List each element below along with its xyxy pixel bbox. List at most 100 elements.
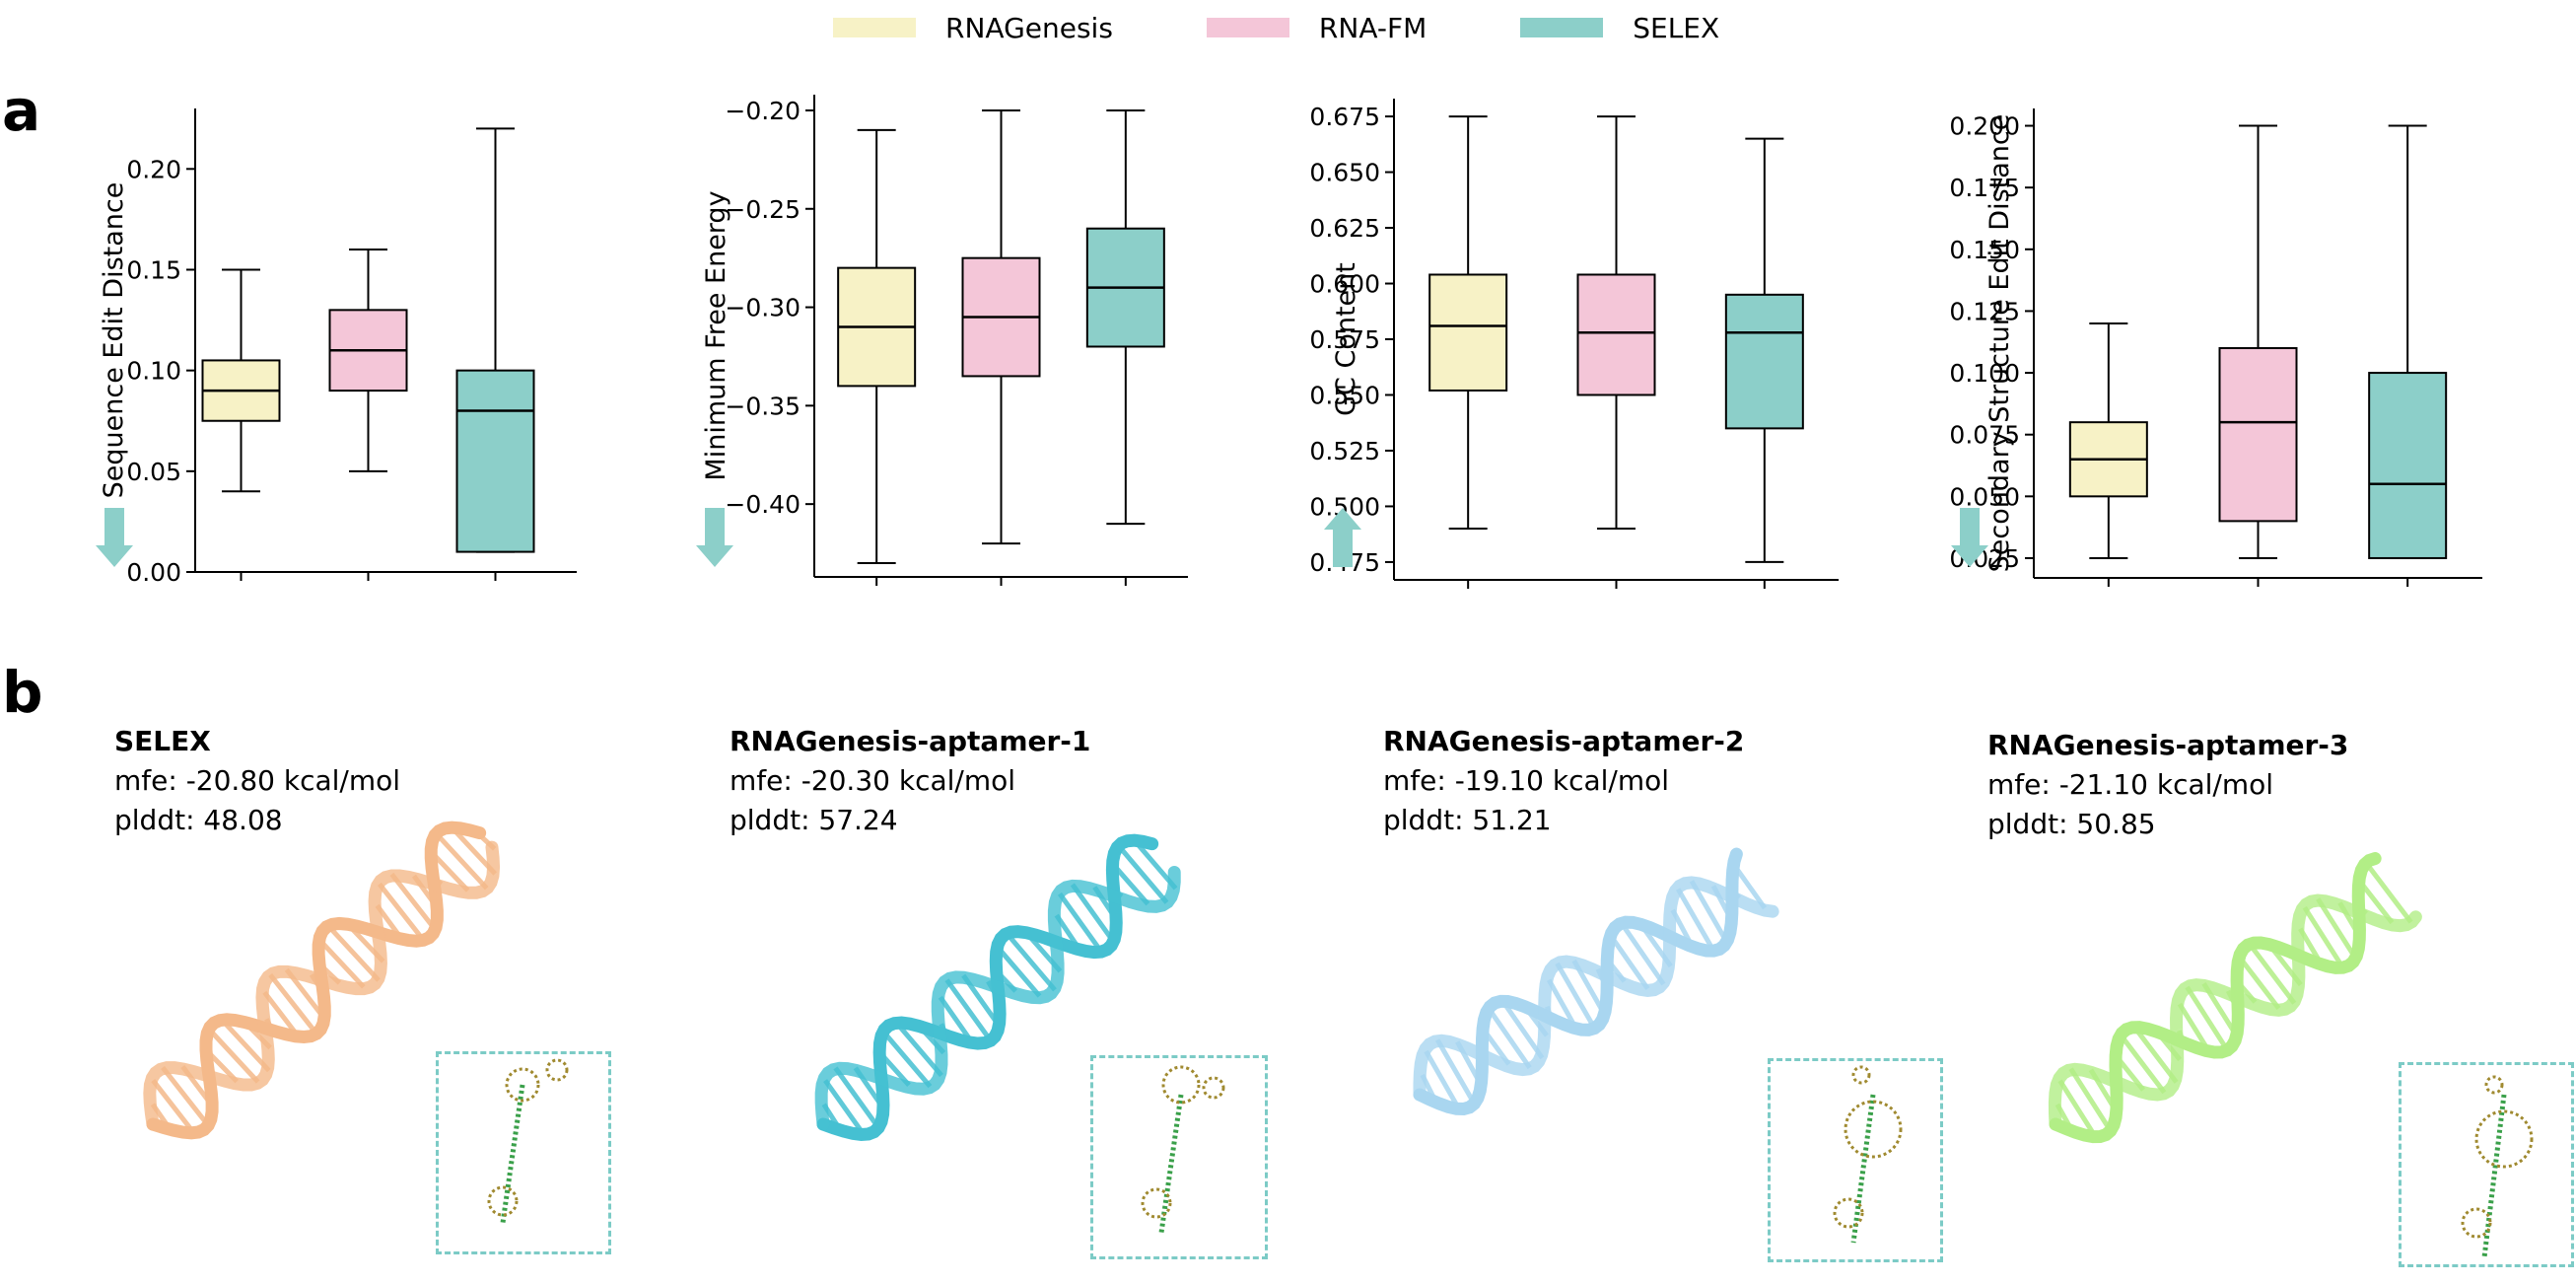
hairpin-loop [1202, 1076, 1225, 1100]
box-rnagenesis [1428, 115, 1508, 589]
box-rna-fm [328, 249, 408, 581]
box-rnagenesis [201, 268, 281, 581]
y-tick-label: 0.100 [1949, 359, 2020, 388]
y-tick-label: −0.35 [725, 392, 801, 420]
backbone-strand [1413, 847, 1743, 1115]
box-chart-2: −0.40 −0.35 −0.30 −0.25 −0.20 Minimum Free En… [696, 95, 1188, 586]
base-pair [2247, 942, 2297, 1005]
y-axis-label: Sequence Edit Distance [99, 182, 129, 499]
base-pair [2057, 1079, 2098, 1139]
y-tick-label: 0.625 [1309, 214, 1380, 243]
base-pair [1608, 934, 1650, 991]
structure-mfe: mfe: -20.80 kcal/mol [114, 764, 401, 797]
legend-swatch [1206, 18, 1289, 37]
panel-label-a: a [2, 77, 41, 144]
box-chart-3: 0.4750.5000.5250.5500.5750.6000.6250.650… [1309, 99, 1839, 589]
secondary-structure-inset [1768, 1058, 1943, 1262]
legend-label: RNAGenesis [945, 11, 1113, 44]
base-pair [268, 972, 319, 1035]
y-tick-label: 0.150 [1949, 236, 2020, 264]
structure-title: RNAGenesis-aptamer-1 [730, 725, 1091, 757]
base-pair [1116, 843, 1169, 904]
y-tick-label: 0.650 [1309, 159, 1380, 187]
base-pair [1619, 921, 1666, 986]
base-pair [1689, 880, 1729, 944]
structure-plddt: plddt: 51.21 [1383, 804, 1552, 836]
base-pair [2237, 955, 2281, 1011]
arrow-down-icon [696, 508, 733, 567]
base-pair [2316, 897, 2358, 960]
panel-label-b: b [2, 659, 43, 726]
box-rna-fm [2218, 124, 2298, 587]
box-rna-fm [1576, 115, 1656, 589]
secondary-structure-selex [487, 1058, 569, 1224]
y-tick-label: −0.40 [725, 490, 801, 519]
hairpin-loop [1161, 1065, 1201, 1105]
base-pair [995, 945, 1042, 998]
y-tick-label: 0.00 [126, 558, 181, 587]
y-axis-label: Minimum Free Energy [701, 190, 731, 480]
arrow-up-icon [1324, 508, 1361, 567]
backbone-strand [143, 840, 501, 1131]
structure-mfe: mfe: -19.10 kcal/mol [1383, 764, 1670, 797]
legend: RNAGenesis RNA-FM SELEX [833, 8, 1813, 47]
base-pair [434, 831, 489, 891]
legend-item-rna-fm: RNA-FM [1206, 12, 1427, 44]
box-selex [1724, 137, 1804, 589]
rna-3d-structure-aptamer-1 [814, 833, 1181, 1142]
base-pair [1057, 892, 1104, 954]
hairpin-loop [545, 1058, 569, 1082]
y-tick-label: −0.25 [725, 195, 801, 224]
base-pair [2119, 1033, 2167, 1095]
structure-title: RNAGenesis-aptamer-2 [1383, 725, 1745, 757]
base-pair [2302, 905, 2345, 969]
structure-caption-aptamer-3: RNAGenesis-aptamer-3 mfe: -21.10 kcal/mo… [1987, 726, 2348, 844]
hairpin-loop [1851, 1065, 1871, 1085]
base-pair [823, 1079, 867, 1136]
base-pair [1424, 1049, 1462, 1110]
y-tick-label: 0.15 [126, 255, 181, 284]
y-tick-label: 0.175 [1949, 174, 2020, 202]
base-pair [2363, 861, 2413, 924]
base-pair [1070, 883, 1116, 944]
y-tick-label: 0.575 [1309, 325, 1380, 354]
base-pair [2185, 985, 2230, 1052]
structure-caption-aptamer-2: RNAGenesis-aptamer-2 mfe: -19.10 kcal/mo… [1383, 722, 1744, 840]
backbone-strand [1413, 876, 1779, 1102]
y-tick-label: 0.675 [1309, 103, 1380, 131]
base-pair [1555, 962, 1597, 1030]
legend-swatch [1520, 18, 1604, 37]
backbone-strand [2048, 893, 2422, 1131]
box-iqr [1576, 273, 1656, 396]
rna-3d-structure-aptamer-3 [2048, 852, 2422, 1144]
rna-3d-structure-selex [143, 821, 501, 1140]
box-iqr [2218, 347, 2298, 523]
structure-caption-aptamer-1: RNAGenesis-aptamer-1 mfe: -20.30 kcal/mo… [730, 722, 1090, 840]
base-pair [944, 978, 993, 1042]
base-pair [894, 1021, 943, 1078]
structure-plddt: plddt: 57.24 [730, 804, 898, 836]
base-pair [161, 1065, 211, 1127]
base-pair [1434, 1038, 1477, 1106]
structure-caption-selex: SELEX mfe: -20.80 kcal/mol plddt: 48.08 [114, 722, 400, 840]
y-tick-label: 0.20 [126, 155, 181, 183]
y-tick-label: 0.550 [1309, 381, 1380, 409]
structure-mfe: mfe: -21.10 kcal/mol [1987, 768, 2274, 801]
y-tick-label: 0.125 [1949, 297, 2020, 325]
arrow-down-icon [1951, 508, 1988, 567]
base-pair [2068, 1067, 2113, 1133]
base-pair [1500, 999, 1545, 1060]
box-rnagenesis [2068, 321, 2148, 587]
legend-swatch [833, 18, 916, 37]
structure-title: SELEX [114, 725, 211, 757]
secondary-structure-inset [2399, 1062, 2574, 1267]
base-pair [833, 1066, 881, 1129]
secondary-structure-inset [1090, 1055, 1268, 1259]
box-iqr [2368, 372, 2448, 559]
base-pair [207, 1027, 260, 1084]
structure-plddt: plddt: 50.85 [1987, 808, 2156, 840]
arrow-down-icon [96, 508, 133, 567]
base-pair [377, 882, 426, 942]
